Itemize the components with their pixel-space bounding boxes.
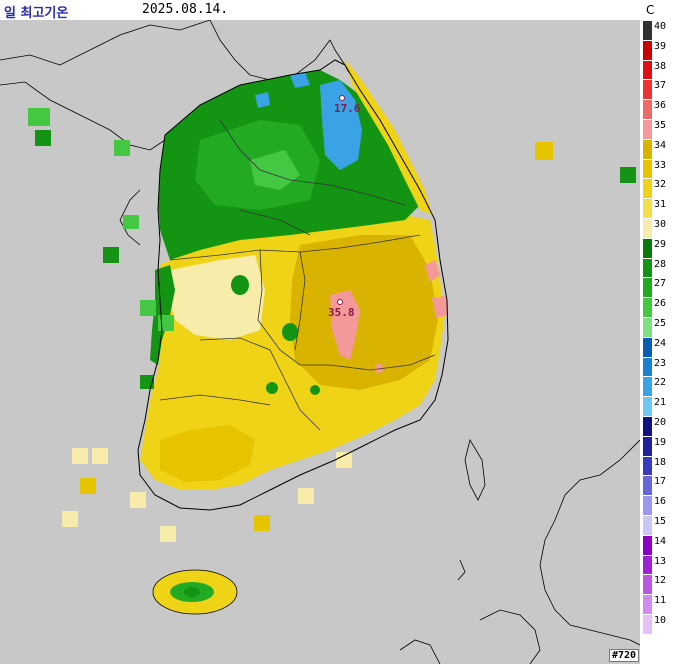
- legend-label-37: 37: [654, 80, 667, 92]
- legend-swatch-39: [643, 40, 652, 61]
- temp-region-22: [320, 80, 362, 170]
- temp-region-east-coast: [345, 60, 432, 215]
- temp-region-22b: [255, 92, 270, 108]
- legend-swatch-33: [643, 159, 652, 180]
- temperature-map[interactable]: 17.6 35.8: [0, 20, 640, 664]
- coastlines-japan: [399, 438, 640, 664]
- legend-label-22: 22: [654, 377, 667, 389]
- legend-swatch-25: [643, 317, 652, 338]
- legend-label-27: 27: [654, 278, 667, 290]
- temp-region-33: [160, 425, 255, 482]
- legend-swatch-36: [643, 100, 652, 120]
- temp-region-35b: [425, 260, 440, 282]
- legend-label-35: 35: [654, 119, 667, 131]
- legend-swatch-10: [643, 614, 652, 635]
- legend-label-12: 12: [654, 575, 667, 587]
- legend-swatch-31: [643, 199, 652, 219]
- temp-region-35: [330, 290, 360, 360]
- legend-label-15: 15: [654, 515, 667, 527]
- legend-label-36: 36: [654, 100, 667, 112]
- legend-swatch-21: [643, 397, 652, 417]
- station-value-label: 35.8: [328, 306, 355, 319]
- legend-swatch-13: [643, 555, 652, 576]
- legend-label-28: 28: [654, 258, 667, 270]
- legend-swatch-28: [643, 258, 652, 279]
- legend-label-31: 31: [654, 199, 667, 211]
- station-value-label: 17.6: [334, 102, 361, 115]
- legend-label-25: 25: [654, 317, 667, 329]
- station-marker-south[interactable]: 35.8: [328, 299, 355, 320]
- green-patch: [266, 382, 278, 394]
- legend-label-21: 21: [654, 397, 667, 409]
- legend-label-13: 13: [654, 555, 667, 567]
- west-sea-pixels: [28, 108, 636, 542]
- legend-swatch-29: [643, 238, 652, 259]
- legend-label-23: 23: [654, 357, 667, 369]
- legend-label-17: 17: [654, 476, 667, 488]
- legend-label-24: 24: [654, 337, 667, 349]
- legend-label-20: 20: [654, 416, 667, 428]
- legend-swatch-27: [643, 278, 652, 299]
- map-title: 일 최고기온: [4, 6, 69, 21]
- legend-swatch-23: [643, 357, 652, 378]
- legend-swatch-16: [643, 496, 652, 516]
- legend-label-10: 10: [654, 614, 667, 626]
- legend-swatch-32: [643, 179, 652, 200]
- green-patch: [282, 323, 298, 341]
- legend-swatch-19: [643, 436, 652, 457]
- legend-swatch-17: [643, 476, 652, 497]
- legend-label-29: 29: [654, 238, 667, 250]
- legend-swatch-34: [643, 139, 652, 160]
- legend-label-40: 40: [654, 21, 667, 32]
- map-canvas: 17.6 35.8: [0, 20, 640, 664]
- map-date: 2025.08.14.: [142, 2, 229, 17]
- legend-swatch-35: [643, 119, 652, 140]
- title-bar: 일 최고기온 2025.08.14.: [0, 0, 640, 21]
- legend-label-34: 34: [654, 139, 667, 151]
- legend-swatch-38: [643, 60, 652, 81]
- temp-region-22c: [290, 72, 310, 88]
- legend-label-32: 32: [654, 179, 667, 191]
- legend-swatch-12: [643, 575, 652, 596]
- station-marker-north[interactable]: 17.6: [334, 95, 361, 116]
- legend-label-19: 19: [654, 436, 667, 448]
- legend-label-11: 11: [654, 595, 667, 607]
- temp-region-34: [290, 235, 438, 390]
- legend-label-33: 33: [654, 159, 667, 171]
- province-boundaries: [159, 119, 436, 431]
- legend-label-30: 30: [654, 218, 667, 230]
- legend-unit-label: C: [646, 3, 655, 17]
- legend-swatch-40: [643, 21, 652, 41]
- legend-swatch-37: [643, 80, 652, 101]
- legend-label-38: 38: [654, 60, 667, 72]
- legend-label-16: 16: [654, 496, 667, 508]
- legend-label-18: 18: [654, 456, 667, 468]
- legend-swatch-20: [643, 416, 652, 437]
- legend-swatch-30: [643, 218, 652, 239]
- legend-swatch-18: [643, 456, 652, 477]
- legend-swatch-15: [643, 515, 652, 536]
- legend-color-bar: [643, 21, 652, 635]
- jeju-island: [152, 569, 238, 615]
- south-korea-coastline: [137, 59, 449, 511]
- legend-label-39: 39: [654, 40, 667, 52]
- legend-label-14: 14: [654, 535, 667, 547]
- legend-swatch-24: [643, 337, 652, 358]
- legend-value-labels: 40 39 38 37 36 35 34 33 32 31 30 29 28 27 26 25 24 23 22 21…: [654, 21, 678, 635]
- legend-swatch-26: [643, 298, 652, 318]
- temp-region-26: [250, 150, 300, 190]
- green-patch: [231, 275, 249, 295]
- green-patch: [310, 385, 320, 395]
- legend-swatch-11: [643, 595, 652, 615]
- temp-region-35d: [375, 363, 383, 373]
- legend-swatch-14: [643, 535, 652, 556]
- legend-label-26: 26: [654, 298, 667, 310]
- temp-region-35c: [432, 296, 448, 318]
- map-id-badge: #720: [609, 649, 640, 662]
- legend-swatch-22: [643, 377, 652, 398]
